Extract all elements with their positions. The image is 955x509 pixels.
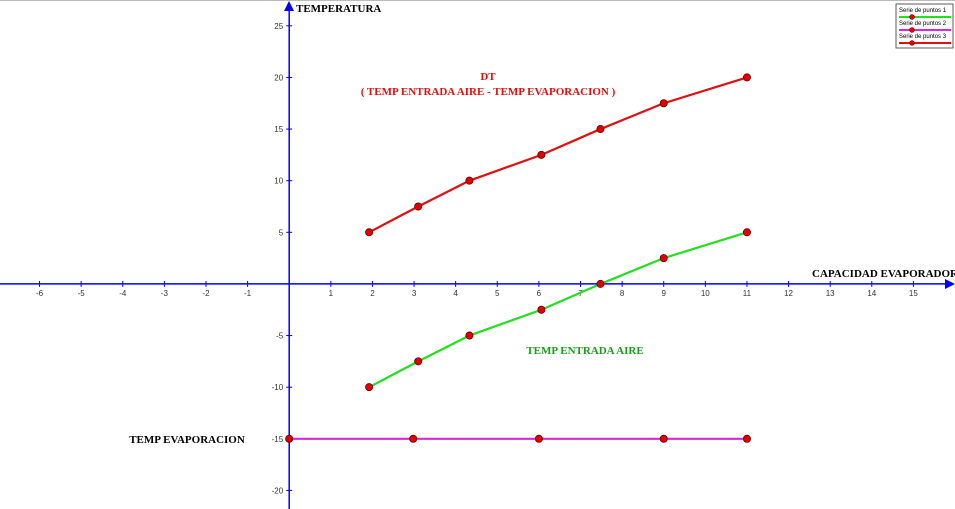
point xyxy=(742,73,751,82)
y-tick-label: -15 xyxy=(272,435,284,444)
point xyxy=(285,434,294,443)
legend-marker xyxy=(909,14,915,20)
x-tick-label: 10 xyxy=(701,289,710,298)
series-line xyxy=(368,76,748,234)
x-tick-label: 1 xyxy=(329,289,334,298)
point xyxy=(659,99,668,108)
y-tick-label: 15 xyxy=(274,125,283,134)
legend-label: Serie de puntos 3 xyxy=(899,34,947,40)
x-tick-label: -2 xyxy=(202,289,210,298)
x-tick-label: 14 xyxy=(867,289,876,298)
point xyxy=(465,331,474,340)
x-tick-label: 12 xyxy=(784,289,793,298)
y-tick-label: 5 xyxy=(279,228,284,237)
series-line xyxy=(368,231,748,389)
x-axis-label: CAPACIDAD EVAPORADOR xyxy=(812,268,955,280)
point xyxy=(659,254,668,263)
x-tick-label: -1 xyxy=(244,289,252,298)
x-tick-label: 6 xyxy=(537,289,542,298)
point xyxy=(365,383,374,392)
x-tick-label: -4 xyxy=(119,289,127,298)
x-arrow xyxy=(945,279,955,289)
x-tick-label: 13 xyxy=(826,289,835,298)
annotation: ( TEMP ENTRADA AIRE - TEMP EVAPORACION ) xyxy=(361,86,616,98)
x-tick-label: 8 xyxy=(620,289,625,298)
x-tick-label: -6 xyxy=(36,289,44,298)
x-tick-label: 3 xyxy=(412,289,417,298)
x-tick-label: 5 xyxy=(495,289,500,298)
legend-label: Serie de puntos 1 xyxy=(899,8,947,14)
x-tick-label: 2 xyxy=(370,289,375,298)
y-arrow xyxy=(284,1,294,11)
x-tick-label: 11 xyxy=(743,289,752,298)
y-axis-label: TEMPERATURA xyxy=(296,3,381,15)
annotation: TEMP ENTRADA AIRE xyxy=(526,345,643,357)
x-tick-label: 15 xyxy=(909,289,918,298)
y-tick-label: 20 xyxy=(274,73,283,82)
annotation: TEMP EVAPORACION xyxy=(129,434,245,446)
point xyxy=(659,434,668,443)
y-tick-label: -20 xyxy=(272,486,284,495)
x-tick-label: -5 xyxy=(78,289,86,298)
x-tick-label: 4 xyxy=(453,289,458,298)
point xyxy=(596,279,605,288)
legend-label: Serie de puntos 2 xyxy=(899,21,947,27)
point xyxy=(365,228,374,237)
y-tick-label: 25 xyxy=(274,22,283,31)
y-tick-label: -5 xyxy=(276,332,284,341)
x-tick-label: 9 xyxy=(661,289,666,298)
point xyxy=(537,305,546,314)
point xyxy=(465,176,474,185)
point xyxy=(409,434,418,443)
annotation: DT xyxy=(480,71,496,83)
legend-marker xyxy=(909,40,915,46)
point xyxy=(534,434,543,443)
point xyxy=(414,357,423,366)
legend-marker xyxy=(909,27,915,33)
point xyxy=(414,202,423,211)
point xyxy=(742,228,751,237)
y-tick-label: -10 xyxy=(272,383,284,392)
legend xyxy=(895,3,954,49)
x-tick-label: -3 xyxy=(161,289,169,298)
point xyxy=(596,125,605,134)
point xyxy=(537,150,546,159)
point xyxy=(742,434,751,443)
y-tick-label: 10 xyxy=(274,177,283,186)
